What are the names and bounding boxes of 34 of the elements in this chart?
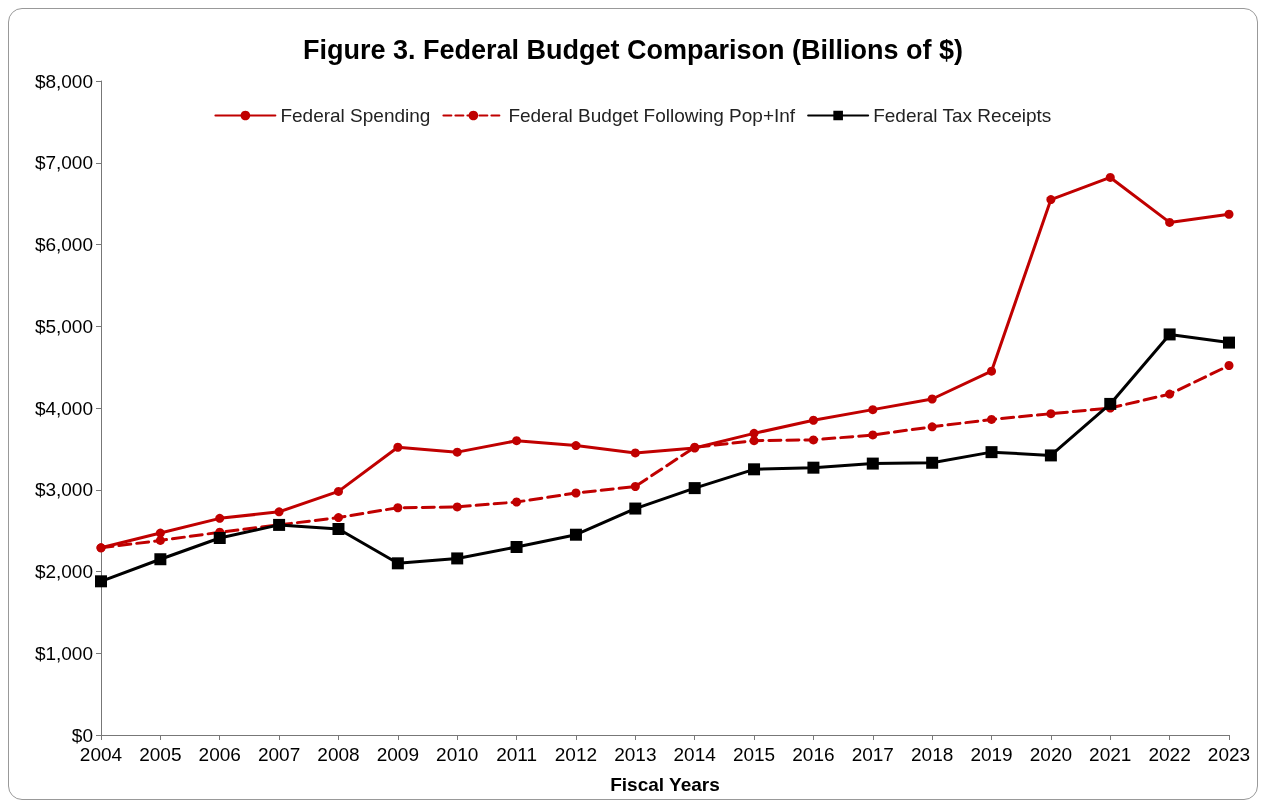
x-tick-label: 2016	[792, 744, 835, 765]
x-tick-label: 2021	[1089, 744, 1132, 765]
x-tick-label: 2011	[496, 744, 538, 765]
x-tick-label: 2017	[851, 744, 894, 765]
y-tick-label: $2,000	[34, 561, 93, 582]
legend-label: Federal Budget Following Pop+Inf	[508, 105, 796, 126]
chart-title: Figure 3. Federal Budget Comparison (Billions of $)	[302, 34, 964, 65]
x-tick-label: 2005	[139, 744, 182, 765]
x-tick-label: 2015	[732, 744, 776, 765]
x-tick-label: 2013	[614, 744, 657, 765]
x-tick-label: 2019	[970, 744, 1013, 765]
x-tick-label: 2018	[911, 744, 954, 765]
x-tick-label: 2014	[673, 744, 717, 765]
y-tick-label: $8,000	[34, 70, 93, 92]
y-tick-label: $5,000	[34, 315, 93, 337]
x-tick-label: 2007	[257, 744, 301, 765]
x-tick-label: 2023	[1207, 744, 1251, 765]
x-tick-label: 2004	[79, 744, 123, 765]
legend-label: Federal Tax Receipts	[873, 105, 1052, 126]
y-tick-label: $6,000	[34, 234, 93, 255]
x-tick-label: 2010	[436, 744, 479, 765]
x-tick-label: 2022	[1148, 744, 1191, 765]
y-tick-label: $0	[71, 724, 93, 746]
x-tick-label: 2009	[376, 744, 419, 765]
x-tick-label: 2012	[554, 744, 598, 765]
x-tick-label: 2020	[1029, 744, 1073, 765]
x-tick-label: 2006	[198, 744, 241, 765]
y-tick-label: $1,000	[34, 642, 93, 664]
legend-label: Federal Spending	[280, 105, 431, 126]
x-axis-title: Fiscal Years	[610, 774, 720, 795]
y-tick-label: $7,000	[34, 152, 93, 174]
x-tick-label: 2008	[317, 744, 360, 765]
y-tick-label: $4,000	[34, 397, 93, 419]
y-tick-label: $3,000	[34, 479, 93, 501]
